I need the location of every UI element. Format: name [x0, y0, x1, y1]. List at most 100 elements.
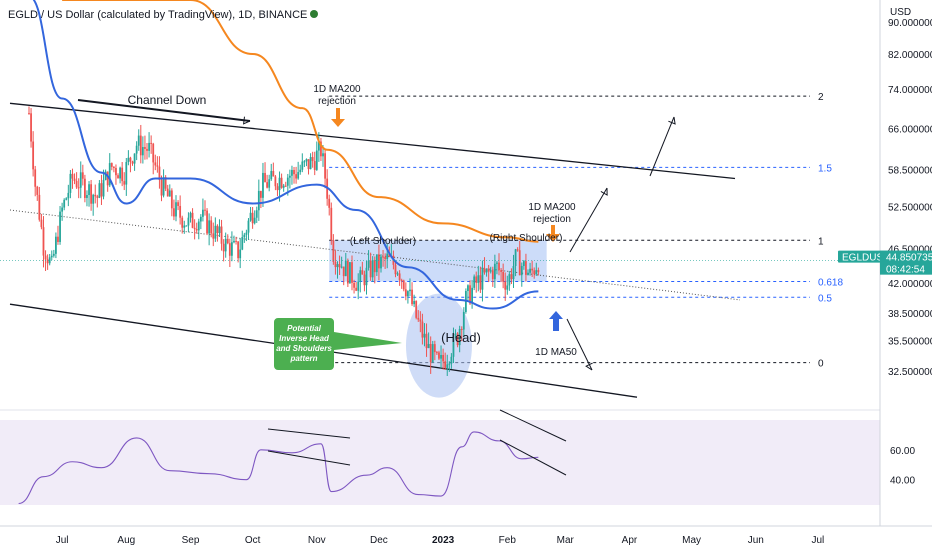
candle-body-139	[315, 150, 318, 170]
rsi-line	[18, 431, 539, 505]
candle-body-91	[216, 225, 219, 233]
candle-body-11	[50, 255, 53, 258]
candle-body-159	[357, 281, 360, 291]
time-axis-tick-4: Nov	[308, 535, 326, 546]
candle-body-58	[148, 142, 150, 151]
candle-body-223	[489, 270, 492, 272]
candle-body-241	[527, 272, 529, 275]
candle-body-233	[510, 274, 513, 280]
candle-body-115	[266, 182, 269, 188]
candle-body-45	[121, 167, 124, 182]
channel-arrow-shaft	[77, 99, 251, 122]
candle-body-55	[141, 147, 144, 156]
candle-body-7	[42, 227, 45, 256]
candle-body-240	[525, 261, 527, 275]
candle-body-163	[365, 267, 368, 286]
candle-body-1	[30, 113, 32, 142]
candle-body-44	[119, 167, 121, 179]
candle-body-116	[268, 179, 271, 188]
candle-body-13	[55, 236, 57, 254]
candle-body-9	[46, 259, 49, 264]
candle-body-98	[231, 242, 233, 256]
candle-body-81	[195, 229, 198, 231]
candle-body-218	[479, 275, 482, 290]
price-axis-tick-7: 42.000000	[888, 279, 932, 290]
candle-body-146	[330, 207, 333, 241]
candle-body-229	[502, 271, 505, 282]
candle-body-52	[135, 145, 138, 154]
candle-body-131	[299, 169, 302, 173]
candle-body-89	[212, 233, 215, 239]
price-axis-tick-5: 52.500000	[888, 203, 932, 214]
callout-line-4: pattern	[289, 354, 317, 363]
candle-body-40	[110, 163, 113, 167]
candle-body-155	[349, 262, 351, 284]
candle-body-204	[450, 356, 453, 364]
candle-body-184	[409, 289, 411, 292]
candle-body-134	[305, 159, 308, 162]
candle-body-132	[301, 161, 304, 170]
candle-body-66	[164, 177, 167, 189]
time-axis-tick-8: Mar	[557, 535, 575, 546]
market-status-dot	[310, 10, 319, 18]
candle-body-170	[380, 256, 382, 269]
price-axis-tick-6: 46.500000	[888, 244, 932, 255]
candle-body-149	[336, 264, 339, 268]
candle-body-128	[293, 169, 295, 175]
price-axis-tick-2: 74.000000	[888, 85, 932, 96]
candle-body-32	[94, 194, 97, 197]
candle-body-228	[500, 270, 502, 272]
time-axis-tick-1: Aug	[117, 535, 135, 546]
candle-body-129	[295, 174, 297, 179]
candle-body-151	[340, 266, 343, 268]
candle-body-109	[253, 217, 256, 224]
candle-body-206	[454, 333, 457, 335]
rsi-axis-tick-60: 60.00	[890, 446, 915, 457]
candle-body-114	[264, 172, 266, 183]
candle-body-57	[146, 148, 148, 151]
candle-body-189	[419, 319, 422, 322]
candle-body-16	[61, 207, 64, 212]
candle-body-60	[152, 143, 155, 163]
candle-body-227	[498, 262, 500, 271]
candle-body-79	[191, 212, 194, 228]
candle-body-61	[154, 162, 157, 166]
candle-body-107	[249, 212, 252, 221]
candle-body-68	[168, 190, 171, 197]
candle-body-104	[243, 234, 246, 238]
candle-body-217	[477, 275, 480, 283]
chart-title-text: EGLD / US Dollar (calculated by TradingV…	[8, 9, 308, 21]
candle-body-105	[245, 232, 248, 235]
candle-body-125	[286, 177, 289, 186]
candle-body-234	[512, 265, 515, 280]
candle-body-62	[156, 165, 159, 167]
fib-label-1: 1.5	[818, 163, 832, 174]
rsi-channel-1a	[267, 428, 351, 439]
candle-body-47	[125, 162, 128, 185]
candle-body-157	[353, 282, 355, 288]
rsi-channel-2a	[499, 409, 567, 442]
candle-body-83	[199, 216, 202, 222]
candle-body-209	[460, 329, 463, 331]
candle-body-33	[96, 196, 99, 198]
candle-body-112	[259, 190, 262, 198]
down-arrow-head	[585, 362, 593, 371]
callout-line-2: Inverse Head	[279, 334, 330, 343]
candle-body-195	[431, 344, 434, 363]
candle-body-80	[193, 227, 196, 230]
candle-body-153	[344, 260, 347, 277]
candle-body-12	[52, 253, 55, 256]
time-axis-tick-5: Dec	[370, 535, 388, 546]
up-arrow-2	[649, 116, 675, 177]
candle-body-158	[355, 287, 358, 291]
candle-body-199	[440, 354, 442, 359]
candle-body-34	[98, 183, 101, 198]
candle-body-87	[208, 220, 211, 234]
fib-label-4: 0.5	[818, 293, 832, 304]
candle-body-161	[361, 270, 364, 275]
candle-body-192	[425, 333, 428, 349]
down-arrow	[566, 318, 593, 371]
candle-body-70	[173, 208, 175, 217]
ma50-line	[32, 0, 539, 310]
